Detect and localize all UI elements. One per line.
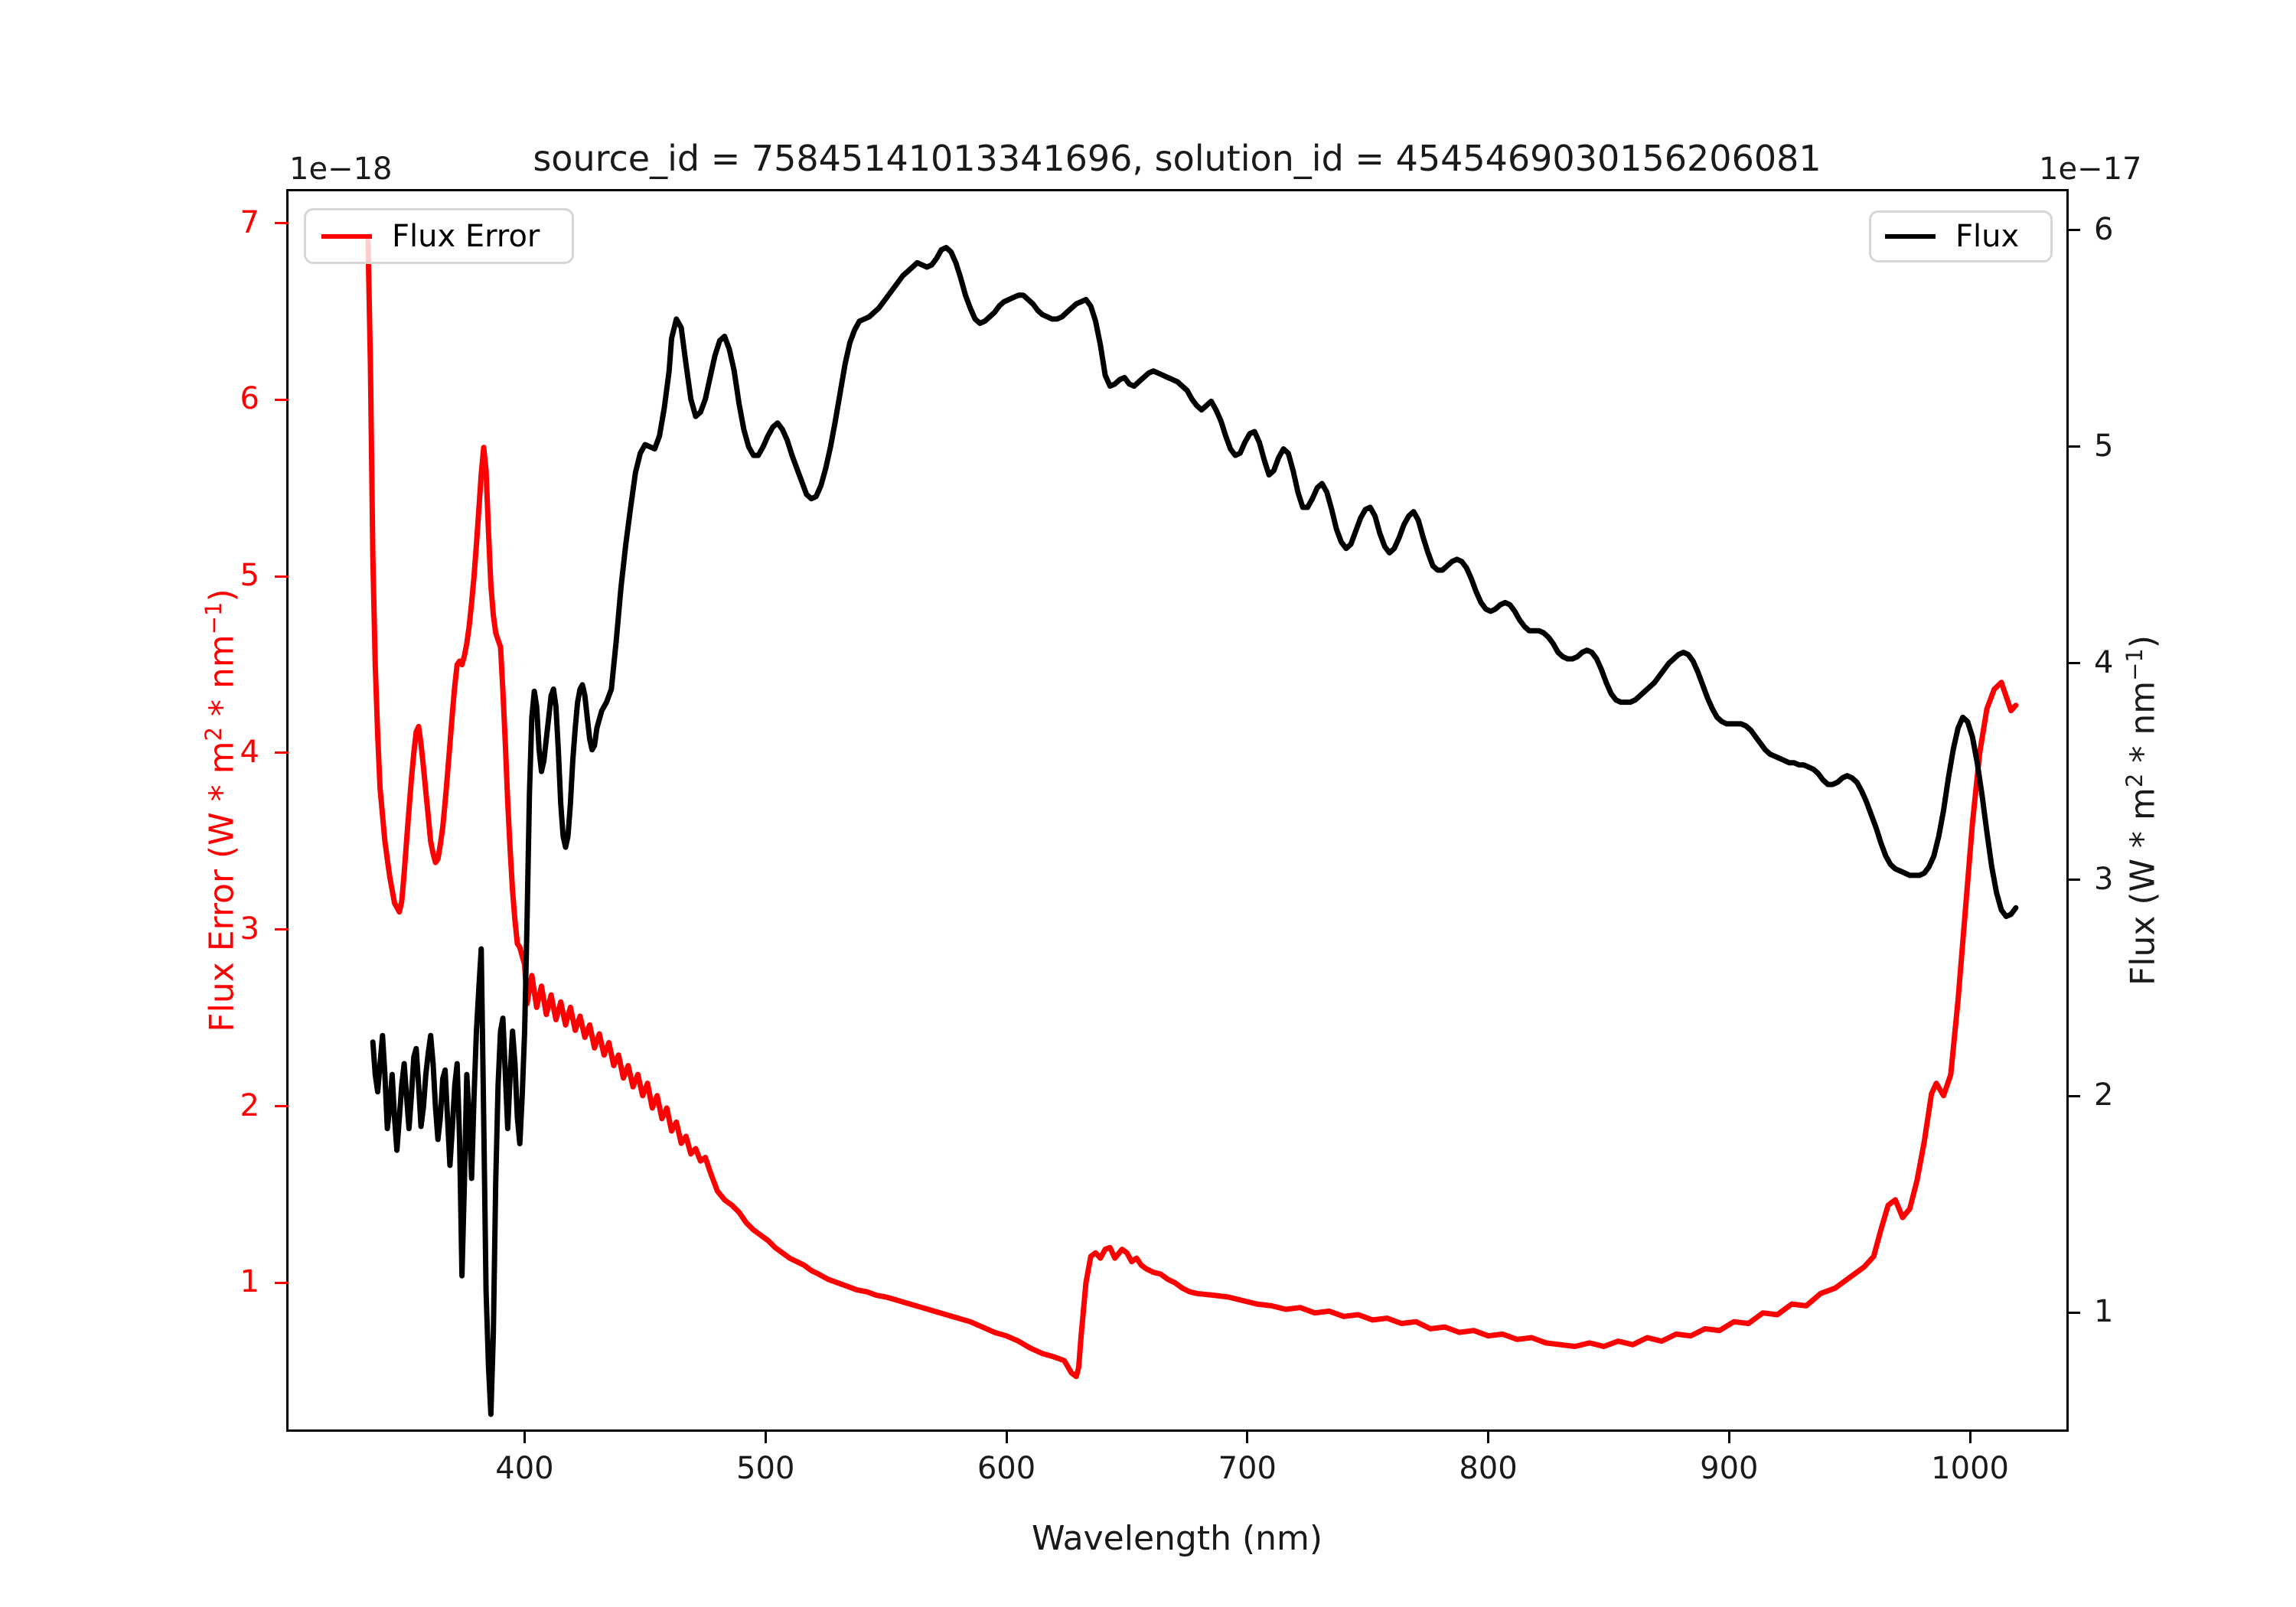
y-right-tick — [2066, 445, 2080, 448]
y-left-tick — [275, 575, 289, 578]
y-right-tick-label: 1 — [2094, 1294, 2114, 1330]
flux-error-legend-line — [321, 233, 372, 239]
y-left-tick — [275, 222, 289, 225]
y-right-label-sup-minus1: −1 — [2121, 648, 2148, 681]
y-left-label-mid: * nm — [202, 634, 242, 728]
y-right-tick — [2066, 878, 2080, 882]
x-tick — [1487, 1429, 1490, 1443]
y-right-axis-label: Flux (W * m2 * nm−1) — [2121, 634, 2163, 986]
y-right-tick-label: 2 — [2094, 1077, 2114, 1113]
y-right-tick — [2066, 229, 2080, 232]
x-tick-label: 400 — [495, 1451, 554, 1486]
plot-area — [286, 189, 2069, 1432]
x-tick-label: 500 — [736, 1451, 795, 1486]
y-left-axis-label: Flux Error (W * m2 * nm−1) — [200, 588, 242, 1032]
flux-curve — [370, 245, 2019, 1417]
y-left-tick-label: 7 — [240, 204, 259, 240]
y-left-tick-label: 4 — [240, 734, 259, 770]
y-right-tick-label: 5 — [2094, 428, 2114, 464]
y-right-tick-label: 4 — [2094, 644, 2114, 680]
x-tick-label: 700 — [1218, 1451, 1277, 1486]
y-left-tick-label: 2 — [240, 1087, 259, 1123]
legend-flux-error: Flux Error — [304, 208, 574, 264]
flux-legend-label: Flux — [1955, 219, 2020, 254]
legend-flux: Flux — [1869, 210, 2053, 262]
y-left-tick — [275, 1105, 289, 1108]
y-left-label-sup-minus1: −1 — [200, 601, 227, 635]
x-tick — [1246, 1429, 1249, 1443]
y-right-label-mid: * nm — [2123, 680, 2163, 774]
y-left-offset-text: 1e−18 — [289, 152, 393, 187]
x-axis-label: Wavelength (nm) — [1031, 1519, 1323, 1558]
x-tick — [1727, 1429, 1730, 1443]
x-tick — [1005, 1429, 1008, 1443]
y-right-offset-text: 1e−17 — [2039, 152, 2142, 187]
x-tick — [764, 1429, 767, 1443]
y-left-tick-label: 5 — [240, 558, 259, 594]
y-left-tick — [275, 398, 289, 401]
y-right-label-pre: Flux (W * m — [2123, 787, 2163, 986]
y-left-tick — [275, 751, 289, 755]
y-left-label-post: ) — [202, 588, 242, 602]
plot-title: source_id = 75845141013341696, solution_… — [533, 138, 1821, 179]
x-tick — [523, 1429, 526, 1443]
y-right-tick-label: 3 — [2094, 861, 2114, 897]
y-right-tick — [2066, 662, 2080, 665]
flux-legend-line — [1885, 234, 1936, 239]
y-right-label-sup-2: 2 — [2121, 773, 2148, 788]
x-tick-label: 600 — [977, 1451, 1036, 1486]
x-tick-label: 800 — [1459, 1451, 1518, 1486]
y-left-label-pre: Flux Error (W * m — [202, 741, 242, 1032]
y-left-tick — [275, 1281, 289, 1284]
y-left-tick-label: 1 — [240, 1264, 259, 1300]
x-tick — [1968, 1429, 1971, 1443]
y-right-tick-label: 6 — [2094, 211, 2114, 247]
flux-error-legend-label: Flux Error — [392, 218, 540, 254]
y-left-tick — [275, 928, 289, 931]
flux-error-curve — [365, 238, 2019, 1380]
y-right-tick — [2066, 1311, 2080, 1314]
x-tick-label: 1000 — [1931, 1451, 2009, 1486]
y-left-tick-label: 3 — [240, 911, 259, 947]
y-left-label-sup-2: 2 — [200, 727, 227, 742]
plot-svg — [365, 238, 2019, 1417]
y-right-tick — [2066, 1094, 2080, 1097]
x-tick-label: 900 — [1700, 1451, 1759, 1486]
y-right-label-post: ) — [2123, 634, 2163, 649]
y-left-tick-label: 6 — [240, 381, 259, 417]
